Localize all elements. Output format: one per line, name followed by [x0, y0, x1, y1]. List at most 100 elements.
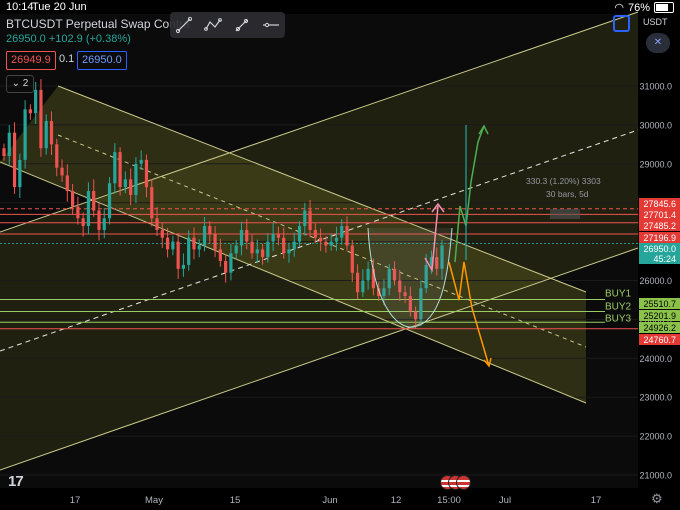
candle-body-28 — [150, 187, 154, 219]
price-label-0: 27845.6 — [643, 199, 676, 209]
x-tick-6: Jul — [499, 495, 511, 506]
candle-body-55 — [292, 241, 296, 250]
buy-label-1: BUY1 — [605, 289, 632, 300]
candle-body-11 — [60, 167, 64, 176]
candle-body-51 — [271, 233, 275, 242]
y-tick-22000: 22000.0 — [639, 432, 672, 442]
bullish-path — [454, 125, 485, 263]
price-box-7 — [639, 322, 680, 333]
candle-body-62 — [329, 241, 333, 246]
pink-arrowhead — [431, 202, 445, 213]
x-tick-2: 15 — [230, 495, 241, 506]
desc-channel-upper — [57, 85, 587, 293]
gear-icon[interactable]: ⚙ — [651, 491, 663, 506]
candle-body-12 — [65, 175, 69, 192]
candle-body-83 — [440, 245, 444, 269]
candle-body-67 — [355, 272, 360, 293]
candle-body-78 — [414, 311, 418, 320]
economic-events-icon[interactable] — [440, 475, 471, 490]
horizontal-line-icon[interactable] — [262, 16, 280, 34]
candle-body-69 — [366, 268, 370, 281]
candle-body-37 — [197, 245, 201, 250]
candle-body-61 — [324, 241, 328, 246]
candle-body-21 — [113, 152, 117, 184]
symbol-title[interactable]: BTCUSDT Perpetual Swap Contra — [6, 17, 190, 31]
x-tick-5: 15:00 — [437, 495, 461, 506]
candle-body-5 — [28, 109, 32, 114]
pink-projection — [424, 205, 439, 273]
candle-body-10 — [55, 144, 59, 168]
candle-body-64 — [340, 226, 344, 238]
candle-body-60 — [319, 237, 323, 242]
crosshair-toggle-button[interactable]: ✕ — [646, 33, 670, 53]
candle-body-44 — [234, 245, 238, 254]
price-box-4 — [639, 243, 680, 264]
candle-body-41 — [218, 249, 222, 262]
chart-settings-button[interactable] — [613, 15, 630, 32]
candle-body-16 — [86, 191, 91, 227]
y-tick-31000: 31000.0 — [639, 82, 672, 92]
ask-button[interactable]: 26950.0 — [77, 51, 127, 70]
candle-body-9 — [49, 121, 54, 145]
candle-body-39 — [208, 226, 212, 234]
candle-body-56 — [297, 226, 302, 242]
asc-channel-mid — [0, 129, 639, 352]
candle-body-23 — [123, 179, 127, 188]
candle-body-27 — [144, 159, 149, 188]
status-time: 10:14 — [6, 1, 34, 13]
candle-body-68 — [361, 280, 365, 293]
candle-body-22 — [118, 152, 122, 188]
candle-body-46 — [245, 229, 249, 242]
currency-label[interactable]: USDT — [643, 17, 668, 27]
candle-body-38 — [202, 226, 207, 246]
y-tick-24000: 24000.0 — [639, 354, 672, 364]
spread-value: 0.1 — [59, 53, 75, 65]
candle-body-54 — [287, 249, 291, 254]
price-box-1 — [639, 209, 680, 220]
y-tick-26000: 26000.0 — [639, 276, 672, 286]
collapse-indicators-button[interactable]: ⌄ 2 — [6, 75, 34, 93]
candle-body-65 — [345, 226, 349, 246]
y-tick-23000: 23000.0 — [639, 393, 672, 403]
candle-body-36 — [192, 237, 196, 250]
path-tool-icon[interactable] — [204, 16, 223, 34]
trend-line-icon[interactable] — [175, 16, 193, 34]
candle-body-1 — [7, 132, 11, 157]
candle-body-75 — [398, 280, 402, 293]
price-label-2: 27485.2 — [643, 221, 676, 231]
candle-body-81 — [429, 257, 434, 265]
candle-body-53 — [282, 237, 286, 254]
candle-body-43 — [229, 253, 233, 273]
y-tick-29000: 29000.0 — [639, 159, 672, 169]
bearish-path — [448, 261, 490, 367]
candle-body-57 — [303, 210, 307, 227]
candle-body-47 — [250, 241, 254, 254]
price-box-5 — [639, 298, 680, 309]
asc-channel-lower — [0, 247, 639, 471]
brush-icon[interactable] — [233, 16, 251, 34]
x-tick-3: Jun — [322, 495, 337, 506]
x-tick-0: 17 — [70, 495, 81, 506]
candle-body-7 — [39, 89, 43, 149]
candle-body-49 — [260, 249, 265, 258]
x-tick-7: 17 — [591, 495, 602, 506]
candle-body-50 — [266, 241, 270, 258]
price-label-1: 27701.4 — [643, 210, 676, 220]
candle-body-3 — [18, 159, 22, 188]
candle-body-0 — [2, 148, 6, 157]
chevron-down-icon: ⌄ — [11, 78, 21, 89]
candle-body-18 — [97, 210, 101, 230]
wifi-icon: ◠ — [614, 2, 624, 14]
bid-button[interactable]: 26949.9 — [6, 51, 56, 70]
plot-area — [0, 14, 638, 488]
candle-body-30 — [160, 229, 164, 238]
price-sublabel-4: 45:24 — [653, 254, 676, 264]
candle-body-72 — [382, 288, 386, 297]
y-tick-21000: 21000.0 — [639, 471, 672, 481]
crosshair-icon: ✕ — [653, 37, 663, 48]
indicator-count: 2 — [22, 78, 29, 89]
candle-body-42 — [224, 261, 228, 273]
asc-channel-upper — [0, 11, 639, 233]
candle-body-58 — [308, 210, 312, 230]
